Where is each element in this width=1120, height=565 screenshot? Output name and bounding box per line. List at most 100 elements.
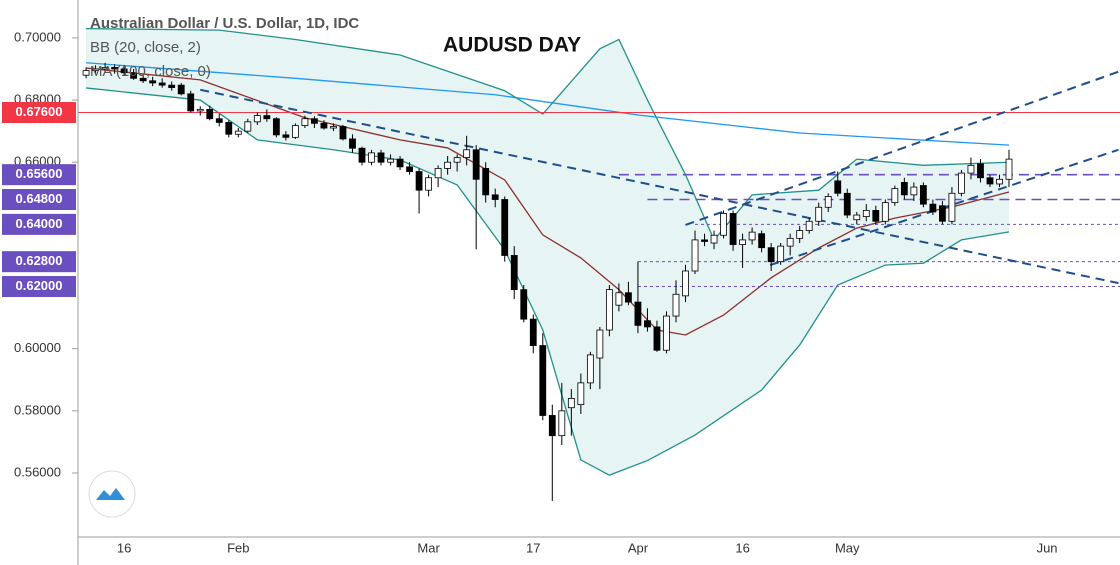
candle-body [853, 214, 861, 221]
candle-body [349, 138, 356, 149]
candle-body [491, 194, 499, 200]
candle-body [891, 188, 899, 204]
level-label-box [2, 189, 76, 211]
candle-body [900, 182, 908, 196]
x-tick-label: Jun [1037, 540, 1058, 555]
candle-body [577, 382, 585, 406]
candle-body [120, 68, 128, 74]
candle-body [815, 206, 823, 222]
trend-line [200, 88, 1119, 285]
candle-body [777, 245, 785, 263]
candle-body [177, 84, 185, 95]
candle-body [596, 329, 604, 359]
x-tick-label: May [835, 540, 860, 555]
level-label-box [2, 213, 76, 235]
candle-body [615, 292, 623, 306]
candle-body [1005, 158, 1013, 180]
candle-body [919, 185, 927, 205]
candle-body [729, 213, 737, 245]
candle-body [425, 177, 433, 191]
candle-body [263, 115, 271, 120]
candle-body [472, 149, 480, 180]
candle-body [701, 239, 708, 242]
plot-area [78, 27, 1120, 501]
candle-body [710, 234, 718, 244]
bb-legend: BB (20, close, 2) [90, 39, 201, 56]
x-tick-label: Mar [417, 540, 440, 555]
candle-body [834, 180, 842, 194]
candle-body [958, 172, 965, 194]
candle-body [567, 397, 575, 409]
candle-body [796, 230, 804, 239]
trend-line [685, 70, 1119, 226]
level-label: 0.62800 [16, 253, 63, 268]
candle-body [272, 118, 280, 136]
candle-body [482, 168, 490, 196]
y-tick-label: 0.56000 [14, 464, 61, 479]
level-label: 0.64800 [16, 191, 63, 206]
ma-line [86, 62, 1010, 146]
candle-body [996, 178, 1003, 185]
candle-body [986, 177, 994, 185]
candle-body [739, 239, 746, 245]
candle-body [215, 118, 223, 123]
candle-body [168, 84, 176, 89]
candle-body [291, 125, 299, 138]
candle-body [139, 77, 147, 82]
y-tick-label: 0.60000 [14, 340, 61, 355]
level-label: 0.64000 [16, 216, 63, 231]
level-label-box [2, 251, 76, 273]
candle-body [358, 147, 366, 163]
candle-body [529, 318, 537, 346]
candle-body [434, 168, 442, 179]
candle-body [520, 289, 528, 320]
candle-body [130, 72, 138, 79]
candle-body [282, 134, 290, 138]
candle-body [720, 213, 727, 236]
bb-fill [86, 28, 1010, 476]
candle-body [196, 108, 204, 112]
candle-body [311, 118, 318, 124]
y-tick-label: 0.58000 [14, 402, 61, 417]
annotation: AUDUSD DAY [443, 34, 581, 57]
candle-body [625, 292, 632, 303]
x-tick-label: 17 [526, 540, 540, 555]
level-label-box [2, 276, 76, 298]
candle-body [320, 122, 328, 129]
candle-body [368, 152, 375, 163]
candle-body [558, 410, 566, 437]
candle-body [939, 205, 946, 222]
candle-body [653, 326, 661, 351]
candle-body [234, 130, 242, 135]
y-tick-label: 0.70000 [14, 29, 61, 44]
candle-body [805, 220, 813, 231]
candle-body [663, 315, 670, 351]
logo [88, 470, 136, 518]
candle-body [881, 202, 889, 222]
candle-body [786, 237, 794, 247]
candle-body [967, 164, 975, 174]
candle-body [396, 158, 404, 168]
candle-body [539, 345, 547, 416]
candle-body [149, 80, 157, 84]
candle-body [824, 196, 832, 208]
level-label-box [2, 164, 76, 186]
candle-body [672, 293, 680, 317]
x-tick-label: 16 [735, 540, 749, 555]
candle-body [843, 192, 851, 216]
candle-body [82, 70, 90, 76]
candle-body [758, 233, 766, 249]
candle-body [862, 209, 870, 218]
candle-body [682, 270, 689, 297]
candle-body [644, 320, 651, 328]
x-tick-label: Apr [628, 540, 649, 555]
x-tick-label: 16 [117, 540, 131, 555]
level-label-box [2, 101, 76, 123]
candle-body [406, 166, 413, 172]
candle-body [767, 247, 775, 263]
candle-body [463, 149, 471, 158]
candle-body [872, 209, 880, 222]
candle-body [605, 289, 613, 331]
candle-body [187, 93, 195, 112]
level-label: 0.65600 [16, 166, 63, 181]
